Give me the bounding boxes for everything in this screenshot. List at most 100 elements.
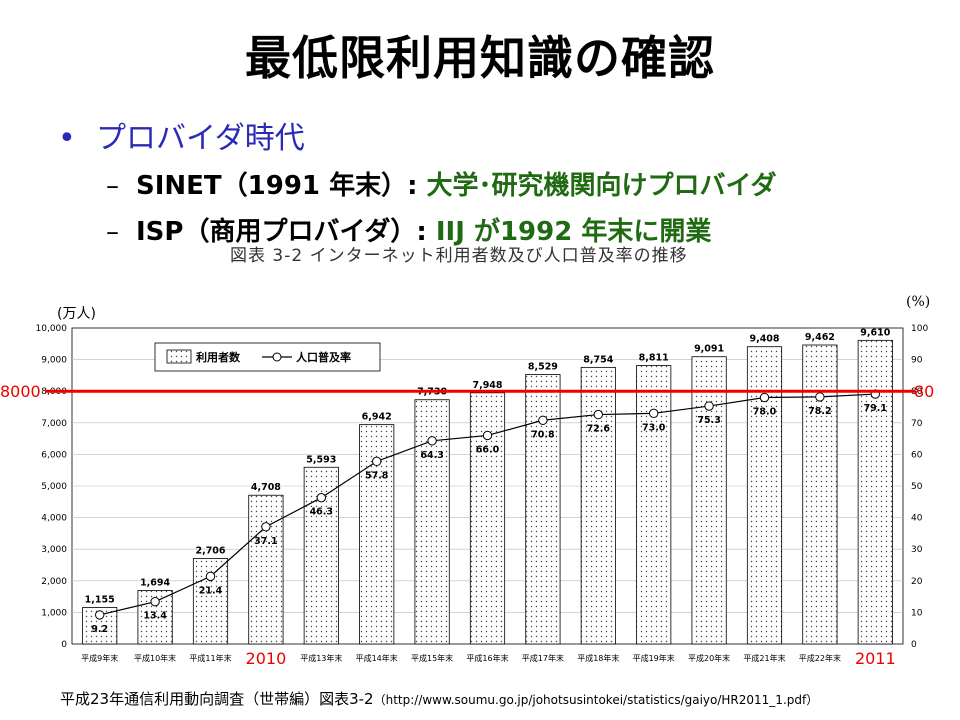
left-tick-label: 6,000: [41, 450, 67, 460]
line-value-label: 9.2: [91, 624, 108, 635]
right-tick-label: 30: [911, 545, 923, 555]
line-value-label: 21.4: [199, 585, 223, 596]
category-label: 平成21年末: [743, 653, 785, 663]
bar-users: [691, 356, 727, 645]
bar-value-label: 6,942: [362, 412, 392, 423]
bar-value-label: 8,529: [528, 361, 558, 372]
legend-bar-swatch: [166, 349, 192, 364]
line-point-marker: [205, 571, 216, 582]
category-label: 平成14年末: [356, 653, 398, 663]
legend-line-marker: [272, 352, 282, 362]
bar-users: [857, 339, 893, 645]
bullet-isp: – ISP（商用プロバイダ）: IIJ が1992 年末に開業: [106, 211, 711, 248]
chart-caption: 図表 3-2 インターネット利用者数及び人口普及率の推移: [230, 246, 688, 266]
source-citation: 平成23年通信利用動向調査（世帯編）図表3-2（http://www.soumu…: [60, 688, 818, 709]
legend-line-label: 人口普及率: [296, 350, 351, 364]
line-point-marker: [316, 492, 326, 503]
line-value-label: 73.0: [642, 422, 666, 433]
bar-value-label: 8,811: [639, 353, 669, 364]
line-point-marker: [538, 415, 548, 425]
category-label: 平成16年末: [466, 653, 508, 663]
source-url: （http://www.soumu.go.jp/johotsusintokei/…: [373, 693, 819, 707]
bar-users: [636, 365, 672, 645]
bar-users: [192, 558, 229, 645]
right-tick-label: 70: [911, 419, 923, 429]
bar-users: [248, 494, 284, 645]
line-value-label: 78.2: [808, 406, 831, 417]
line-point-marker: [759, 392, 770, 403]
bullet-marker: •: [58, 121, 76, 156]
line-value-label: 78.0: [753, 407, 777, 418]
bar-value-label: 9,462: [805, 332, 835, 343]
line-value-label: 66.0: [476, 444, 500, 455]
category-label: 平成20年末: [688, 653, 730, 663]
line-value-label: 13.4: [143, 611, 167, 622]
bar-value-label: 5,593: [306, 454, 336, 465]
left-tick-label: 10,000: [36, 324, 68, 334]
line-point-marker: [482, 430, 493, 441]
right-tick-label: 0: [911, 640, 917, 650]
right-tick-label: 50: [911, 482, 923, 492]
line-point-marker: [649, 408, 659, 419]
left-tick-label: 4,000: [41, 514, 67, 524]
legend-bar-label: 利用者数: [196, 350, 241, 364]
year-annotation-label: 2011: [855, 649, 896, 668]
left-axis-title: (万人): [57, 306, 96, 322]
category-label: 平成9年末: [81, 653, 118, 663]
line-point-marker: [372, 456, 382, 467]
right-tick-label: 10: [911, 608, 923, 618]
line-value-label: 75.3: [697, 415, 720, 426]
bar-value-label: 2,706: [195, 545, 225, 556]
year-annotation-label: 2010: [246, 649, 287, 668]
slide-title: 最低限利用知識の確認: [245, 31, 715, 85]
dash-marker: –: [106, 171, 119, 201]
bar-value-label: 9,091: [694, 344, 724, 355]
source-text: 平成23年通信利用動向調査（世帯編）図表3-2: [60, 690, 374, 708]
bar-users: [580, 366, 616, 645]
line-point-marker: [150, 596, 160, 607]
line-value-label: 72.6: [587, 424, 611, 435]
category-label: 平成11年末: [189, 653, 231, 663]
category-label: 平成18年末: [577, 653, 619, 663]
bar-value-label: 9,610: [860, 327, 890, 338]
bullet-sinet: – SINET（1991 年末）: 大学･研究機関向けプロバイダ: [106, 165, 777, 202]
category-label: 平成22年末: [799, 653, 841, 663]
bullet-sinet-prefix: SINET（1991 年末）:: [136, 171, 427, 201]
bar-value-label: 1,155: [85, 595, 115, 606]
left-tick-label: 0: [61, 640, 67, 650]
left-tick-label: 3,000: [41, 545, 67, 555]
left-tick-label: 2,000: [41, 577, 67, 587]
line-point-marker: [704, 401, 714, 411]
left-tick-label: 5,000: [41, 482, 67, 492]
right-tick-label: 20: [911, 577, 923, 587]
bullet-sinet-highlight: 大学･研究機関向けプロバイダ: [426, 171, 777, 201]
right-axis-title: (%): [906, 294, 930, 310]
bar-users: [469, 392, 506, 645]
year-label-backdrop: [851, 648, 900, 666]
bar-value-label: 1,694: [140, 577, 170, 588]
line-point-marker: [427, 436, 437, 446]
left-tick-label: 7,000: [41, 419, 67, 429]
category-label: 平成10年末: [134, 653, 176, 663]
line-point-marker: [95, 610, 105, 620]
bar-value-label: 4,708: [251, 482, 281, 493]
reference-line-right-label: 80: [914, 382, 934, 401]
line-point-marker: [261, 522, 271, 532]
line-value-label: 37.1: [254, 536, 277, 547]
left-tick-label: 1,000: [41, 608, 67, 618]
year-label-backdrop: [241, 648, 290, 666]
right-tick-label: 100: [911, 324, 928, 334]
bar-users: [525, 374, 561, 645]
category-label: 平成13年末: [300, 653, 342, 663]
line-value-label: 79.1: [864, 403, 887, 414]
line-point-marker: [815, 392, 825, 402]
bar-users: [82, 607, 118, 645]
line-value-label: 46.3: [310, 507, 333, 518]
category-label: 平成19年末: [633, 653, 675, 663]
bar-value-label: 9,408: [749, 334, 779, 345]
internet-users-chart: 01,0002,0003,0004,0005,0006,0007,0008,00…: [0, 294, 934, 668]
category-label: 平成17年末: [522, 653, 564, 663]
bullet-provider-era-text: プロバイダ時代: [96, 121, 305, 156]
bullet-isp-highlight: IIJ が1992 年末に開業: [435, 217, 712, 247]
bar-value-label: 7,948: [472, 380, 502, 391]
